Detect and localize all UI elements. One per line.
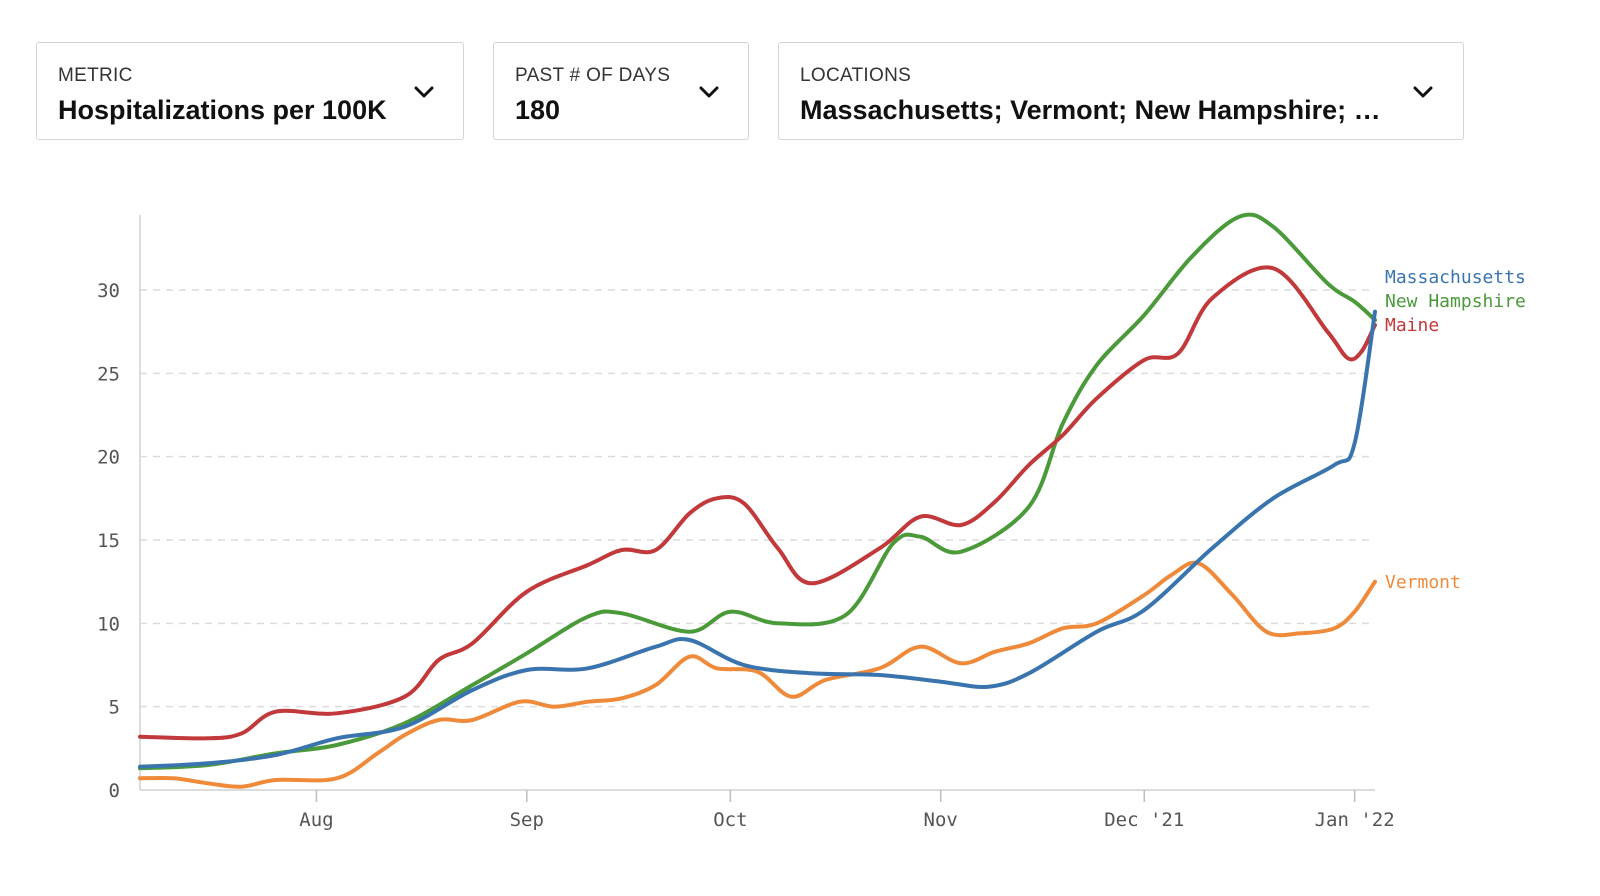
series-line-vermont	[138, 560, 1377, 789]
metric-dropdown[interactable]: METRIC Hospitalizations per 100K	[36, 42, 464, 140]
series-line-maine	[138, 265, 1377, 741]
chart-legend: Massachusetts New Hampshire Maine Vermont	[1385, 267, 1526, 593]
series-label-maine: Maine	[1385, 315, 1439, 336]
series-line-massachusetts	[138, 309, 1377, 769]
chart-axes: 0 5 10 15 20 25 30 Aug Sep Oct Nov Dec '21 Jan '22	[97, 215, 1395, 831]
series-label-massachusetts: Massachusetts	[1385, 267, 1526, 288]
y-tick-label: 20	[97, 447, 120, 469]
y-tick-label: 25	[97, 363, 120, 385]
chart-grid	[140, 289, 1375, 708]
days-dropdown[interactable]: PAST # OF DAYS 180	[493, 42, 749, 140]
locations-dropdown[interactable]: LOCATIONS Massachusetts; Vermont; New Ha…	[778, 42, 1464, 140]
metric-label: METRIC	[58, 65, 133, 86]
chevron-down-icon[interactable]	[1411, 82, 1435, 102]
y-tick-label: 15	[97, 530, 120, 552]
y-tick-label: 5	[109, 697, 120, 719]
chart-series	[138, 212, 1377, 789]
y-tick-label: 0	[109, 780, 120, 802]
series-line-new-hampshire	[138, 212, 1377, 771]
days-label: PAST # OF DAYS	[515, 65, 671, 86]
x-tick-label: Aug	[299, 809, 333, 831]
locations-label: LOCATIONS	[800, 65, 912, 86]
y-tick-label: 30	[97, 280, 120, 302]
x-tick-label: Jan '22	[1315, 809, 1395, 831]
x-tick-label: Sep	[510, 809, 544, 831]
x-tick-label: Nov	[924, 809, 958, 831]
x-tick-label: Oct	[713, 809, 747, 831]
series-label-vermont: Vermont	[1385, 572, 1461, 593]
chevron-down-icon[interactable]	[697, 82, 721, 102]
chevron-down-icon[interactable]	[412, 82, 436, 102]
y-tick-label: 10	[97, 613, 120, 635]
series-label-new-hampshire: New Hampshire	[1385, 291, 1526, 312]
x-tick-label: Dec '21	[1104, 809, 1184, 831]
